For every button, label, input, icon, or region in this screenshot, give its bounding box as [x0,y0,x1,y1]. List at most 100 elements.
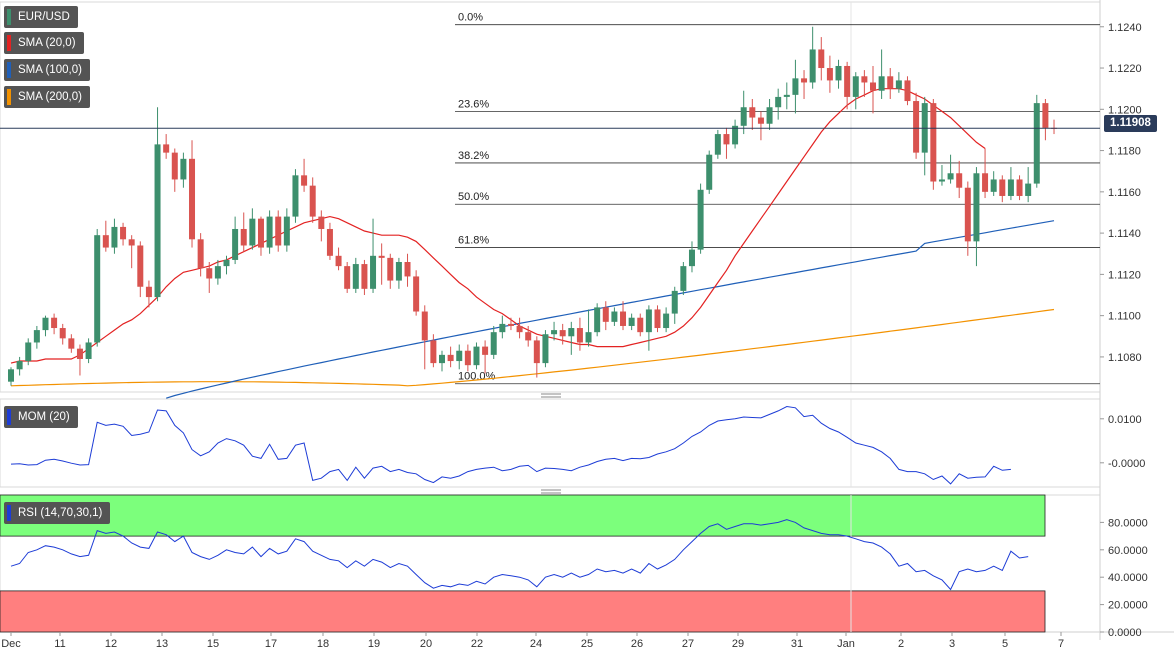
x-tick-label-3: 13 [156,638,168,650]
rsi-tick-label-3: 20.0000 [1108,600,1148,612]
x-tick-label-9: 22 [471,638,483,650]
symbol-legend[interactable]: EUR/USD [4,6,78,28]
price-panel [0,1,1101,393]
candle-body-116 [1007,179,1014,196]
candle-body-61 [533,340,540,364]
candle-body-37 [326,228,333,256]
sma100-legend[interactable]: SMA (100,0) [4,59,90,81]
sma200-swatch [7,89,11,105]
candle-body-120 [1042,103,1049,128]
rsi-legend[interactable]: RSI (14,70,30,1) [4,502,111,524]
candle-body-23 [206,268,213,279]
candle-body-75 [654,309,661,329]
candle-body-3 [33,330,40,343]
candles-group [8,26,1058,386]
candle-body-77 [671,290,678,314]
candle-body-63 [551,330,558,335]
candle-body-20 [180,158,187,180]
mom-tick-label-0: 0.0100 [1108,414,1142,426]
candle-body-111 [964,187,971,242]
price-tick-label-1: 1.1220 [1108,63,1142,75]
candle-body-92 [801,78,808,83]
price-tick-label-3: 1.1180 [1108,146,1141,158]
candle-body-52 [456,350,463,362]
candle-body-108 [938,179,945,182]
candle-body-67 [585,332,592,343]
sma100-label: SMA (100,0) [18,64,82,76]
candle-body-25 [223,259,230,267]
candle-body-38 [335,255,342,267]
candle-body-22 [197,239,204,269]
candle-body-4 [42,317,49,331]
price-tick-label-4: 1.1160 [1108,187,1141,199]
candle-body-50 [439,354,445,364]
sma100-swatch [7,62,11,78]
candle-body-100 [870,82,876,91]
candle-body-90 [783,94,790,97]
candle-body-42 [370,255,377,289]
candle-body-81 [706,154,713,190]
fib-label-0: 0.0% [458,12,483,24]
candle-body-14 [128,239,135,246]
candle-body-53 [464,350,471,366]
candle-body-109 [947,173,954,180]
mom-label: MOM (20) [18,411,70,423]
candle-body-43 [378,255,385,258]
candle-body-54 [473,346,480,366]
candle-body-110 [956,173,963,188]
candle-body-5 [51,317,58,329]
x-tick-label-0: Dec [1,638,21,650]
candle-body-93 [809,49,816,83]
x-tick-label-10: 24 [530,638,542,650]
candle-body-24 [214,266,221,279]
rsi-tick-label-4: 0.0000 [1108,627,1142,639]
sma20-legend[interactable]: SMA (20,0) [4,32,84,54]
candle-body-115 [999,179,1006,196]
candle-body-56 [490,332,497,355]
price-tick-label-7: 1.1100 [1108,311,1141,323]
candle-body-55 [482,346,489,355]
candle-body-102 [887,76,894,89]
candle-body-105 [913,101,920,153]
candle-body-87 [757,117,764,124]
symbol-label: EUR/USD [18,11,70,23]
x-tick-label-17: 2 [898,638,904,650]
mom-swatch [7,409,11,425]
sma200-legend[interactable]: SMA (200,0) [4,86,90,108]
mom-legend[interactable]: MOM (20) [4,406,78,428]
candle-body-57 [499,323,506,333]
sma20-swatch [7,35,11,51]
candle-body-9 [85,342,92,359]
candle-body-1 [16,361,23,370]
candle-body-119 [1033,103,1040,184]
rsi-oversold-zone [0,590,1046,633]
fib-label-2: 38.2% [458,150,489,162]
candle-body-91 [792,78,799,95]
candle-body-32 [283,216,290,246]
candle-body-47 [413,276,420,312]
x-tick-label-15: 31 [791,638,803,650]
candle-body-59 [516,325,523,333]
candle-body-11 [102,235,109,248]
candle-body-7 [68,338,75,349]
candle-body-107 [930,103,937,182]
candle-body-29 [257,218,264,248]
candle-body-49 [430,340,437,364]
candle-body-69 [602,307,609,322]
candle-body-31 [275,216,282,246]
candle-body-99 [861,76,868,83]
candle-body-70 [611,311,618,322]
candle-body-26 [232,228,239,260]
candle-body-94 [818,49,825,69]
candle-body-30 [266,216,273,248]
candle-body-72 [628,317,635,326]
candle-body-85 [740,107,747,126]
candle-body-46 [404,262,411,277]
x-tick-label-18: 3 [949,638,955,650]
candle-body-98 [852,76,859,97]
rsi-line [10,519,1029,591]
price-tick-label-5: 1.1140 [1108,228,1141,240]
candle-body-13 [120,226,127,240]
rsi-overbought-zone [0,494,1046,537]
candle-body-39 [344,266,351,289]
